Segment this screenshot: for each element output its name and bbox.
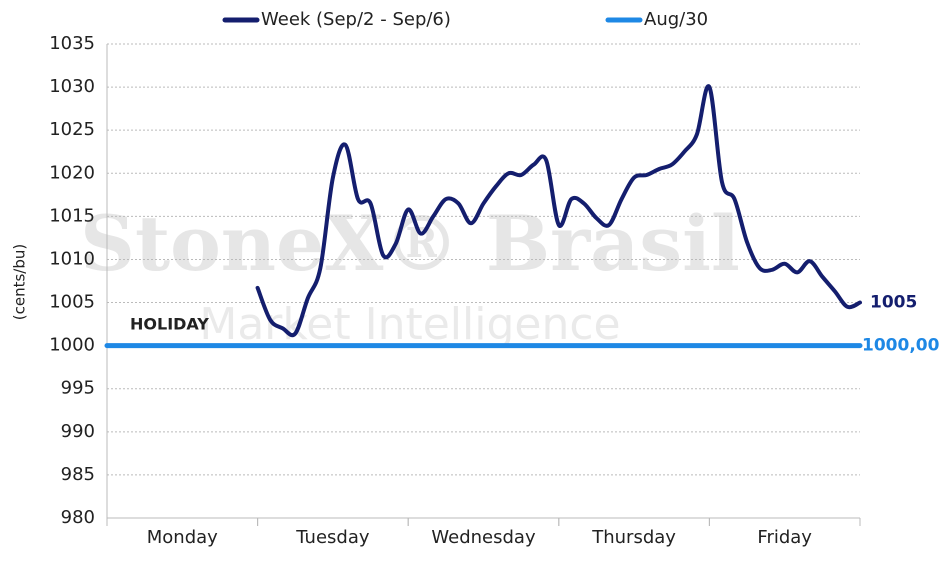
y-tick-label: 985 — [61, 464, 95, 485]
y-tick-label: 990 — [61, 421, 95, 442]
x-tick-label: Monday — [147, 527, 218, 548]
data-label: 1005 — [870, 293, 917, 313]
y-tick-label: 1010 — [49, 248, 95, 269]
y-tick-label: 1015 — [49, 205, 95, 226]
legend-label: Week (Sep/2 - Sep/6) — [261, 9, 451, 30]
y-tick-label: 1025 — [49, 119, 95, 140]
y-tick-label: 1035 — [49, 33, 95, 54]
series-line — [255, 84, 862, 338]
legend-label: Aug/30 — [644, 9, 708, 30]
y-tick-label: 1030 — [49, 76, 95, 97]
y-axis-label: (cents/bu) — [11, 244, 29, 320]
x-tick-label: Wednesday — [431, 527, 536, 548]
y-tick-label: 1005 — [49, 292, 95, 313]
y-tick-label: 980 — [61, 507, 95, 528]
y-tick-label: 995 — [61, 378, 95, 399]
annotation: HOLIDAY — [130, 315, 209, 334]
x-tick-label: Friday — [757, 527, 812, 548]
watermark: Market Intelligence — [199, 299, 620, 350]
y-tick-label: 1020 — [49, 162, 95, 183]
x-tick-label: Tuesday — [295, 527, 370, 548]
x-tick-label: Thursday — [591, 527, 676, 548]
y-tick-label: 1000 — [49, 335, 95, 356]
data-label: 1000,00 — [862, 336, 940, 356]
